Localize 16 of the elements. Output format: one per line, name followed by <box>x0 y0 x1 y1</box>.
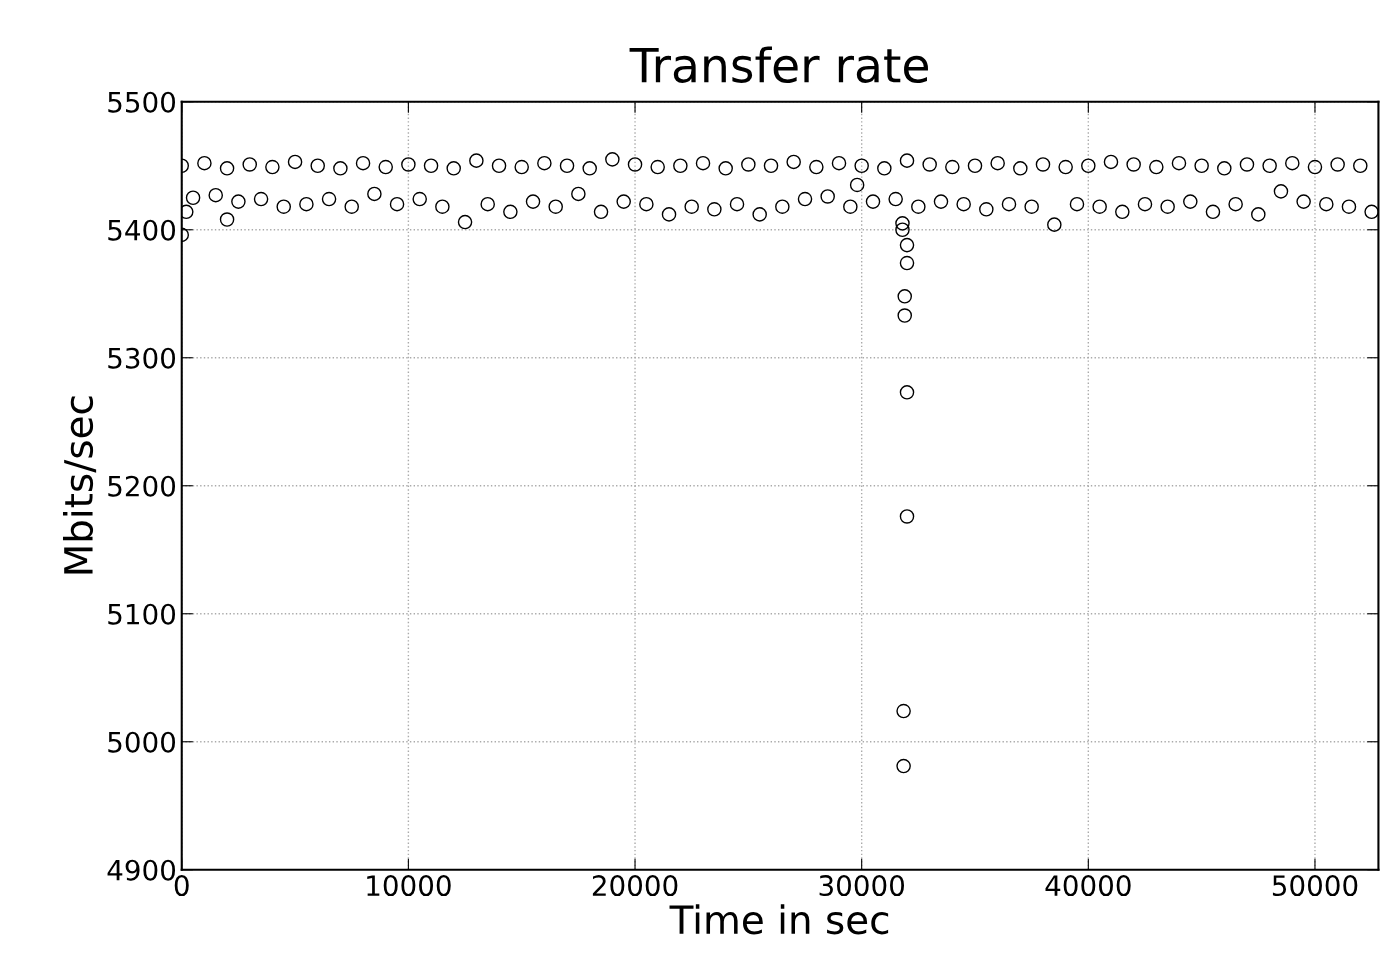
chart-title: Transfer rate <box>629 46 928 83</box>
x-axis-title: Time in sec <box>669 904 889 935</box>
y-tick-label: 5400 <box>108 219 176 241</box>
x-tick-label: 40000 <box>1045 875 1131 897</box>
x-tick-label: 0 <box>174 875 189 897</box>
y-tick-label: 5300 <box>108 347 176 369</box>
y-axis-title: Mbits/sec <box>62 396 97 574</box>
y-tick-label: 5100 <box>108 603 176 625</box>
x-tick-label: 10000 <box>367 875 451 897</box>
y-tick-label: 4900 <box>107 859 176 881</box>
y-tick-label: 5500 <box>108 91 176 113</box>
x-tick-label: 20000 <box>592 875 678 897</box>
x-tick-label: 50000 <box>1272 875 1358 897</box>
y-tick-label: 5200 <box>108 475 176 497</box>
y-tick-label: 5000 <box>108 731 176 753</box>
x-tick-label: 30000 <box>819 875 905 897</box>
